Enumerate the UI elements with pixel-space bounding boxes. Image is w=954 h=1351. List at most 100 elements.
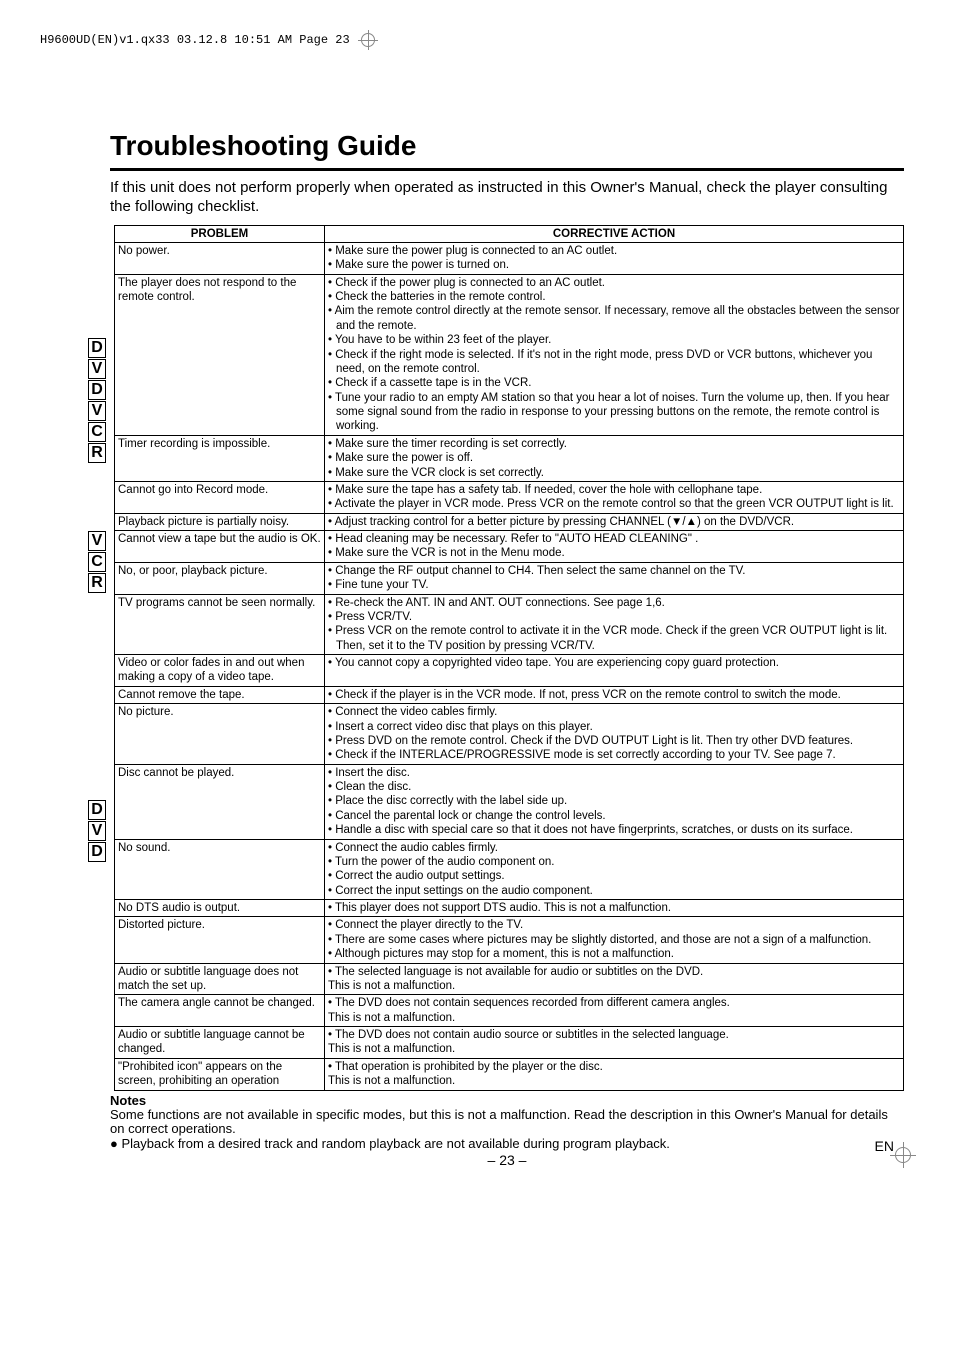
action-line: • The DVD does not contain sequences rec… xyxy=(328,996,900,1010)
page-title: Troubleshooting Guide xyxy=(110,130,904,162)
action-cell: • Make sure the timer recording is set c… xyxy=(325,435,904,481)
action-line: This is not a malfunction. xyxy=(328,1011,900,1025)
action-line: • Connect the video cables firmly. xyxy=(328,705,900,719)
action-line: • Make sure the timer recording is set c… xyxy=(328,437,900,451)
problem-cell: Distorted picture. xyxy=(115,917,325,963)
action-cell: • Adjust tracking control for a better p… xyxy=(325,513,904,530)
action-line: • Check if a cassette tape is in the VCR… xyxy=(328,376,900,390)
action-line: • Press DVD on the remote control. Check… xyxy=(328,734,900,748)
action-cell: • Head cleaning may be necessary. Refer … xyxy=(325,531,904,563)
problem-cell: No sound. xyxy=(115,839,325,900)
side-letter-group: DVD xyxy=(88,800,106,862)
side-letter-group: VCR xyxy=(88,531,106,593)
action-line: • You have to be within 23 feet of the p… xyxy=(328,333,900,347)
notes-heading: Notes xyxy=(110,1093,904,1108)
table-header-row: PROBLEM CORRECTIVE ACTION xyxy=(115,225,904,242)
action-line: • Make sure the VCR clock is set correct… xyxy=(328,466,900,480)
notes-line-1: Some functions are not available in spec… xyxy=(110,1107,888,1137)
action-line: • Handle a disc with special care so tha… xyxy=(328,823,900,837)
action-cell: • Connect the audio cables firmly.• Turn… xyxy=(325,839,904,900)
action-line: • Check if the INTERLACE/PROGRESSIVE mod… xyxy=(328,748,900,762)
table-row: No, or poor, playback picture.• Change t… xyxy=(115,562,904,594)
action-line: • Press VCR on the remote control to act… xyxy=(328,624,900,653)
action-cell: • Connect the video cables firmly.• Inse… xyxy=(325,704,904,765)
action-line: This is not a malfunction. xyxy=(328,1074,900,1088)
action-line: • Make sure the tape has a safety tab. I… xyxy=(328,483,900,497)
notes-body: Some functions are not available in spec… xyxy=(110,1108,904,1153)
action-line: • Correct the audio output settings. xyxy=(328,869,900,883)
action-cell: • The DVD does not contain audio source … xyxy=(325,1027,904,1059)
problem-cell: No DTS audio is output. xyxy=(115,900,325,917)
problem-cell: Cannot go into Record mode. xyxy=(115,481,325,513)
problem-cell: The camera angle cannot be changed. xyxy=(115,995,325,1027)
problem-cell: "Prohibited icon" appears on the screen,… xyxy=(115,1058,325,1090)
problem-cell: Disc cannot be played. xyxy=(115,764,325,839)
side-letter-box: C xyxy=(88,422,106,442)
action-header: CORRECTIVE ACTION xyxy=(325,225,904,242)
action-line: • Aim the remote control directly at the… xyxy=(328,304,900,333)
table-row: "Prohibited icon" appears on the screen,… xyxy=(115,1058,904,1090)
table-row: Audio or subtitle language does not matc… xyxy=(115,963,904,995)
action-cell: • That operation is prohibited by the pl… xyxy=(325,1058,904,1090)
action-line: • Re-check the ANT. IN and ANT. OUT conn… xyxy=(328,596,900,610)
action-cell: • Make sure the power plug is connected … xyxy=(325,242,904,274)
table-row: TV programs cannot be seen normally.• Re… xyxy=(115,594,904,655)
side-letter-box: D xyxy=(88,800,106,820)
table-row: No sound.• Connect the audio cables firm… xyxy=(115,839,904,900)
action-cell: • Make sure the tape has a safety tab. I… xyxy=(325,481,904,513)
table-row: Audio or subtitle language cannot be cha… xyxy=(115,1027,904,1059)
action-cell: • The DVD does not contain sequences rec… xyxy=(325,995,904,1027)
action-line: • Check if the player is in the VCR mode… xyxy=(328,688,900,702)
action-line: • Make sure the power plug is connected … xyxy=(328,244,900,258)
table-row: No power.• Make sure the power plug is c… xyxy=(115,242,904,274)
action-line: • Clean the disc. xyxy=(328,780,900,794)
problem-cell: Cannot remove the tape. xyxy=(115,686,325,703)
table-body: No power.• Make sure the power plug is c… xyxy=(115,242,904,1090)
problem-cell: No picture. xyxy=(115,704,325,765)
table-row: Cannot view a tape but the audio is OK.•… xyxy=(115,531,904,563)
action-line: • Check the batteries in the remote cont… xyxy=(328,290,900,304)
side-letter-box: D xyxy=(88,338,106,358)
table-row: Distorted picture.• Connect the player d… xyxy=(115,917,904,963)
job-header: H9600UD(EN)v1.qx33 03.12.8 10:51 AM Page… xyxy=(40,30,914,50)
action-cell: • Insert the disc.• Clean the disc.• Pla… xyxy=(325,764,904,839)
side-letter-box: V xyxy=(88,821,106,841)
problem-cell: Audio or subtitle language cannot be cha… xyxy=(115,1027,325,1059)
action-line: • Check if the power plug is connected t… xyxy=(328,276,900,290)
troubleshooting-table: PROBLEM CORRECTIVE ACTION No power.• Mak… xyxy=(114,225,904,1091)
action-line: • Activate the player in VCR mode. Press… xyxy=(328,497,900,511)
problem-cell: Cannot view a tape but the audio is OK. xyxy=(115,531,325,563)
side-letter-box: V xyxy=(88,401,106,421)
table-row: Video or color fades in and out when mak… xyxy=(115,655,904,687)
action-line: • Connect the audio cables firmly. xyxy=(328,841,900,855)
problem-cell: Video or color fades in and out when mak… xyxy=(115,655,325,687)
table-row: The camera angle cannot be changed.• The… xyxy=(115,995,904,1027)
action-line: • Make sure the VCR is not in the Menu m… xyxy=(328,546,900,560)
registration-mark-icon xyxy=(890,1142,916,1168)
action-cell: • You cannot copy a copyrighted video ta… xyxy=(325,655,904,687)
action-line: • Change the RF output channel to CH4. T… xyxy=(328,564,900,578)
problem-cell: The player does not respond to the remot… xyxy=(115,274,325,435)
action-line: • Turn the power of the audio component … xyxy=(328,855,900,869)
action-line: • The DVD does not contain audio source … xyxy=(328,1028,900,1042)
action-line: This is not a malfunction. xyxy=(328,979,900,993)
action-line: • Although pictures may stop for a momen… xyxy=(328,947,900,961)
action-line: • Check if the right mode is selected. I… xyxy=(328,348,900,377)
action-line: This is not a malfunction. xyxy=(328,1042,900,1056)
action-line: • Fine tune your TV. xyxy=(328,578,900,592)
problem-cell: Playback picture is partially noisy. xyxy=(115,513,325,530)
side-letter-box: D xyxy=(88,380,106,400)
action-line: • Connect the player directly to the TV. xyxy=(328,918,900,932)
table-wrapper: DVDVCRVCRDVD PROBLEM CORRECTIVE ACTION N… xyxy=(110,225,904,1091)
action-cell: • This player does not support DTS audio… xyxy=(325,900,904,917)
table-row: The player does not respond to the remot… xyxy=(115,274,904,435)
side-letter-box: D xyxy=(88,842,106,862)
intro-paragraph: If this unit does not perform properly w… xyxy=(110,179,904,217)
side-letter-group: DVDVCR xyxy=(88,338,106,463)
side-letter-box: C xyxy=(88,552,106,572)
table-row: No DTS audio is output.• This player doe… xyxy=(115,900,904,917)
action-line: • There are some cases where pictures ma… xyxy=(328,933,900,947)
action-line: • Head cleaning may be necessary. Refer … xyxy=(328,532,900,546)
title-divider xyxy=(110,168,904,171)
action-cell: • Check if the power plug is connected t… xyxy=(325,274,904,435)
